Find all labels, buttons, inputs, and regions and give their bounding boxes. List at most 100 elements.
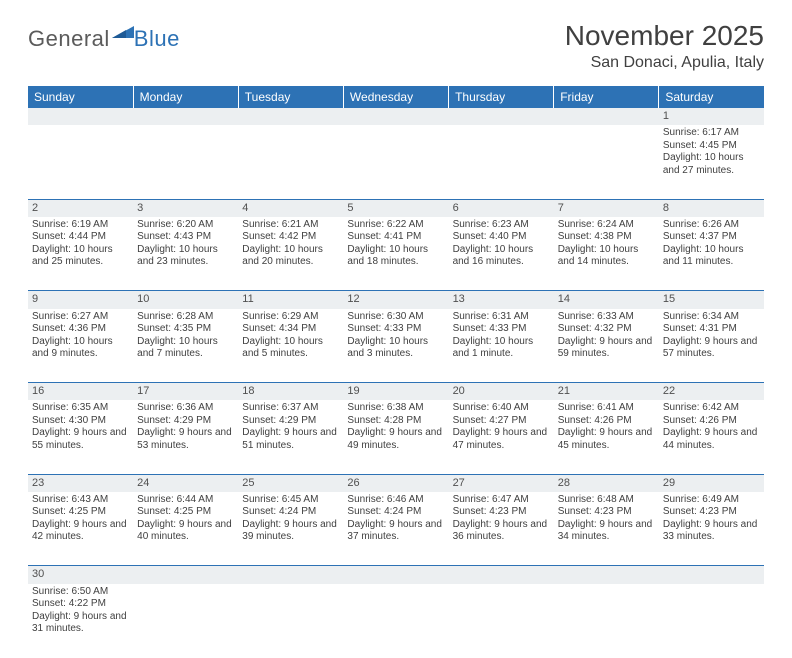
day-number-cell [554, 108, 659, 125]
day-info-cell: Sunrise: 6:42 AMSunset: 4:26 PMDaylight:… [659, 400, 764, 474]
daylight-text: Daylight: 9 hours and 51 minutes. [242, 427, 339, 452]
sunset-text: Sunset: 4:29 PM [242, 415, 339, 428]
weekday-header: Thursday [449, 86, 554, 108]
daylight-text: Daylight: 9 hours and 47 minutes. [453, 427, 550, 452]
day-number-cell: 14 [554, 291, 659, 309]
sunrise-text: Sunrise: 6:34 AM [663, 311, 760, 324]
sunset-text: Sunset: 4:33 PM [347, 323, 444, 336]
day-info-cell [238, 125, 343, 199]
daylight-text: Daylight: 10 hours and 18 minutes. [347, 244, 444, 269]
sunset-text: Sunset: 4:26 PM [663, 415, 760, 428]
daylight-text: Daylight: 9 hours and 49 minutes. [347, 427, 444, 452]
sunset-text: Sunset: 4:35 PM [137, 323, 234, 336]
title-block: November 2025 San Donaci, Apulia, Italy [565, 20, 764, 72]
daylight-text: Daylight: 10 hours and 3 minutes. [347, 336, 444, 361]
day-number-cell: 11 [238, 291, 343, 309]
daylight-text: Daylight: 9 hours and 34 minutes. [558, 519, 655, 544]
day-number-cell [343, 108, 448, 125]
sunrise-text: Sunrise: 6:45 AM [242, 494, 339, 507]
day-number-cell: 3 [133, 199, 238, 217]
day-info-cell [28, 125, 133, 199]
day-info-cell: Sunrise: 6:19 AMSunset: 4:44 PMDaylight:… [28, 217, 133, 291]
day-info-cell: Sunrise: 6:20 AMSunset: 4:43 PMDaylight:… [133, 217, 238, 291]
sunset-text: Sunset: 4:36 PM [32, 323, 129, 336]
day-info-cell: Sunrise: 6:46 AMSunset: 4:24 PMDaylight:… [343, 492, 448, 566]
day-number-cell: 18 [238, 383, 343, 401]
daylight-text: Daylight: 10 hours and 16 minutes. [453, 244, 550, 269]
sunrise-text: Sunrise: 6:37 AM [242, 402, 339, 415]
sunset-text: Sunset: 4:44 PM [32, 231, 129, 244]
day-number-cell: 24 [133, 474, 238, 492]
sunset-text: Sunset: 4:30 PM [32, 415, 129, 428]
day-number-cell [343, 566, 448, 584]
daylight-text: Daylight: 10 hours and 11 minutes. [663, 244, 760, 269]
day-info-cell: Sunrise: 6:24 AMSunset: 4:38 PMDaylight:… [554, 217, 659, 291]
sunrise-text: Sunrise: 6:48 AM [558, 494, 655, 507]
day-info-cell: Sunrise: 6:22 AMSunset: 4:41 PMDaylight:… [343, 217, 448, 291]
daylight-text: Daylight: 10 hours and 5 minutes. [242, 336, 339, 361]
sunrise-text: Sunrise: 6:19 AM [32, 219, 129, 232]
day-info-cell [449, 125, 554, 199]
day-number-cell [659, 566, 764, 584]
day-number-row: 30 [28, 566, 764, 584]
sunrise-text: Sunrise: 6:35 AM [32, 402, 129, 415]
day-number-cell: 1 [659, 108, 764, 125]
sunset-text: Sunset: 4:25 PM [137, 506, 234, 519]
day-info-cell: Sunrise: 6:48 AMSunset: 4:23 PMDaylight:… [554, 492, 659, 566]
day-info-cell: Sunrise: 6:45 AMSunset: 4:24 PMDaylight:… [238, 492, 343, 566]
sunrise-text: Sunrise: 6:27 AM [32, 311, 129, 324]
day-info-cell [133, 125, 238, 199]
day-info-cell: Sunrise: 6:35 AMSunset: 4:30 PMDaylight:… [28, 400, 133, 474]
day-number-cell: 29 [659, 474, 764, 492]
weekday-header: Friday [554, 86, 659, 108]
sunset-text: Sunset: 4:29 PM [137, 415, 234, 428]
day-info-cell [343, 584, 448, 658]
daylight-text: Daylight: 9 hours and 33 minutes. [663, 519, 760, 544]
day-info-cell: Sunrise: 6:44 AMSunset: 4:25 PMDaylight:… [133, 492, 238, 566]
sunset-text: Sunset: 4:32 PM [558, 323, 655, 336]
day-info-cell [554, 125, 659, 199]
sunrise-text: Sunrise: 6:49 AM [663, 494, 760, 507]
daylight-text: Daylight: 9 hours and 31 minutes. [32, 611, 129, 636]
day-number-cell: 15 [659, 291, 764, 309]
day-number-cell: 25 [238, 474, 343, 492]
day-number-row: 2345678 [28, 199, 764, 217]
daylight-text: Daylight: 10 hours and 25 minutes. [32, 244, 129, 269]
sunset-text: Sunset: 4:38 PM [558, 231, 655, 244]
day-info-cell [659, 584, 764, 658]
daylight-text: Daylight: 9 hours and 55 minutes. [32, 427, 129, 452]
weekday-header-row: SundayMondayTuesdayWednesdayThursdayFrid… [28, 86, 764, 108]
sunrise-text: Sunrise: 6:24 AM [558, 219, 655, 232]
day-info-row: Sunrise: 6:27 AMSunset: 4:36 PM Daylight:… [28, 309, 764, 383]
day-number-cell: 23 [28, 474, 133, 492]
logo-text-blue: Blue [134, 26, 180, 52]
day-number-cell [554, 566, 659, 584]
sunset-text: Sunset: 4:23 PM [453, 506, 550, 519]
day-info-cell: Sunrise: 6:40 AMSunset: 4:27 PMDaylight:… [449, 400, 554, 474]
day-number-cell: 10 [133, 291, 238, 309]
sunset-text: Sunset: 4:37 PM [663, 231, 760, 244]
sunrise-text: Sunrise: 6:20 AM [137, 219, 234, 232]
sunset-text: Sunset: 4:24 PM [242, 506, 339, 519]
sunset-text: Sunset: 4:23 PM [663, 506, 760, 519]
day-info-row: Sunrise: 6:50 AMSunset: 4:22 PMDaylight:… [28, 584, 764, 658]
sunrise-text: Sunrise: 6:31 AM [453, 311, 550, 324]
day-info-cell: Sunrise: 6:50 AMSunset: 4:22 PMDaylight:… [28, 584, 133, 658]
day-number-cell: 12 [343, 291, 448, 309]
weekday-header: Saturday [659, 86, 764, 108]
daylight-text: Daylight: 9 hours and 44 minutes. [663, 427, 760, 452]
day-info-row: Sunrise: 6:43 AMSunset: 4:25 PMDaylight:… [28, 492, 764, 566]
day-number-cell: 5 [343, 199, 448, 217]
day-number-cell [238, 566, 343, 584]
day-info-cell: Sunrise: 6:43 AMSunset: 4:25 PMDaylight:… [28, 492, 133, 566]
day-number-cell [449, 566, 554, 584]
day-info-cell: Sunrise: 6:17 AMSunset: 4:45 PMDaylight:… [659, 125, 764, 199]
day-info-cell [343, 125, 448, 199]
day-info-row: Sunrise: 6:19 AMSunset: 4:44 PMDaylight:… [28, 217, 764, 291]
day-info-cell [449, 584, 554, 658]
weekday-header: Monday [133, 86, 238, 108]
sunset-text: Sunset: 4:42 PM [242, 231, 339, 244]
sunrise-text: Sunrise: 6:50 AM [32, 586, 129, 599]
sunset-text: Sunset: 4:25 PM [32, 506, 129, 519]
daylight-text: Daylight: 10 hours and 20 minutes. [242, 244, 339, 269]
